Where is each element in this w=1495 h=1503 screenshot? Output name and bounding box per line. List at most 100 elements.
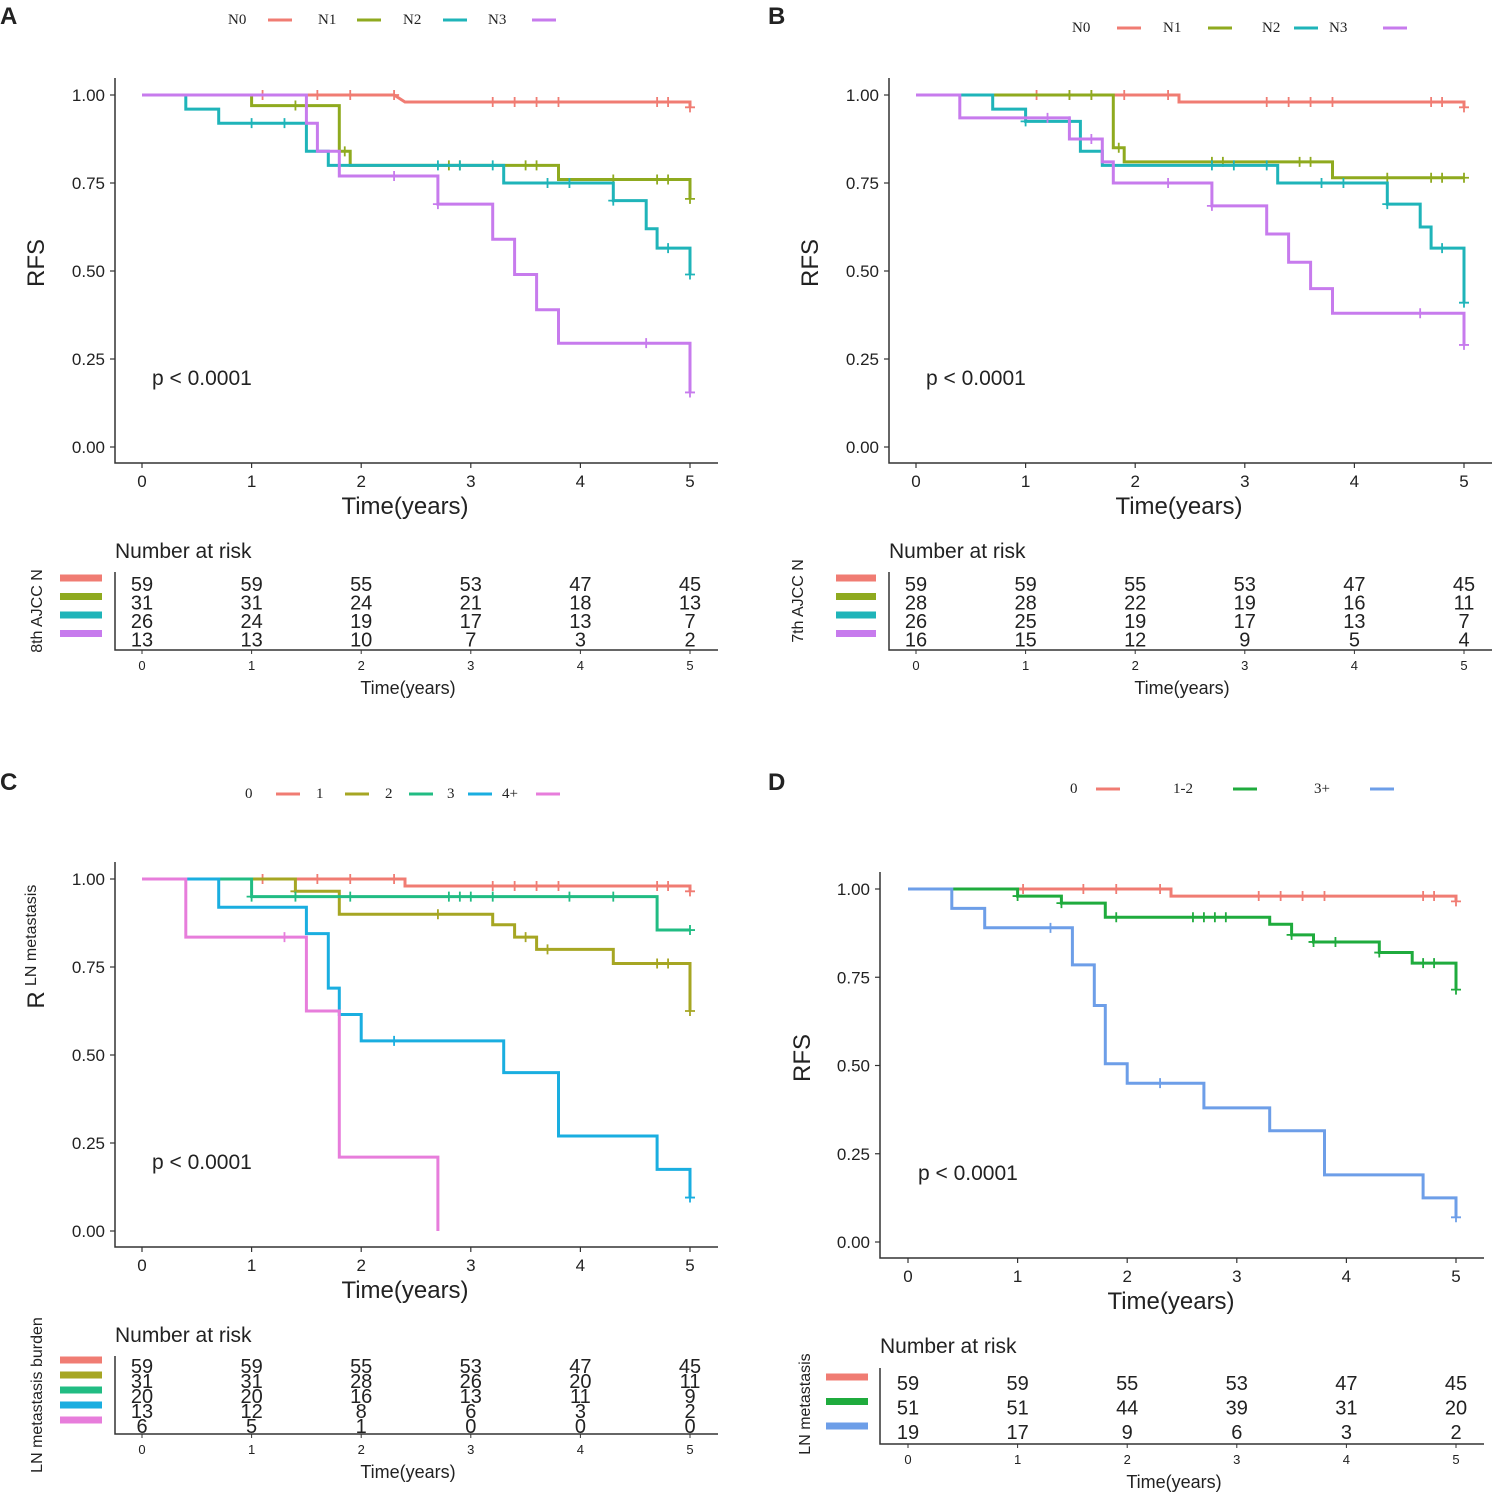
censor-mark: [1429, 891, 1440, 902]
risk-count: 17: [1234, 611, 1256, 633]
legend-label: 1-2: [1173, 781, 1193, 797]
censor-mark: [1086, 134, 1097, 144]
y-axis-title-superscript: LN metastasis: [23, 885, 40, 986]
km-curve-0: [142, 877, 692, 892]
censor-mark: [1111, 912, 1122, 923]
risk-count: 47: [1335, 1373, 1357, 1395]
censor-mark: [345, 891, 356, 902]
censor-mark: [608, 195, 619, 206]
censor-mark: [1163, 178, 1174, 188]
x-tick-label: 3: [1240, 472, 1249, 491]
y-tick-label: 0.50: [846, 262, 879, 281]
risk-count: 18: [569, 593, 591, 615]
x-tick-label: 4: [1342, 1267, 1351, 1286]
risk-count: 11: [570, 1386, 591, 1408]
censor-mark: [1316, 178, 1327, 188]
censor-mark: [487, 891, 498, 902]
risk-x-tick-label: 5: [686, 658, 693, 673]
panel-label: C: [0, 769, 17, 796]
legend-label: 4+: [502, 786, 518, 802]
risk-count: 17: [1006, 1422, 1028, 1444]
risk-count: 45: [1453, 574, 1475, 596]
y-axis-title: RFS: [797, 239, 824, 287]
km-curve-3plus: [908, 887, 1458, 1218]
risk-count: 31: [240, 1371, 262, 1393]
axes: [879, 872, 1484, 1259]
x-tick-label: 1: [1021, 472, 1030, 491]
censor-mark: [1437, 97, 1448, 108]
risk-x-tick-label: 2: [358, 1442, 365, 1457]
km-curve-N2: [916, 93, 1466, 303]
panel-c: C 0 1 2 3 4+0.000.250.500.751.000 1 2 3 4 5Time(ye…: [0, 769, 718, 1482]
censor-mark: [1382, 172, 1393, 183]
y-tick-label: 0.00: [72, 1222, 105, 1241]
risk-x-tick-label: 4: [1351, 658, 1358, 673]
risk-count: 5: [1349, 630, 1360, 652]
y-tick-label: 1.00: [846, 86, 879, 105]
censor-mark: [685, 886, 695, 897]
risk-count: 22: [1124, 593, 1146, 615]
risk-count: 59: [1006, 1373, 1028, 1395]
axes: [888, 78, 1492, 464]
risk-x-tick-label: 5: [686, 1442, 693, 1457]
censor-mark: [443, 891, 454, 902]
y-axis-title: R: [23, 991, 50, 1008]
censor-mark: [652, 97, 663, 108]
risk-count: 53: [460, 574, 482, 596]
risk-count: 2: [684, 1401, 695, 1423]
censor-mark: [1305, 97, 1316, 108]
risk-table-title: Number at risk: [115, 1324, 252, 1347]
risk-x-tick-label: 5: [1460, 658, 1467, 673]
censor-mark: [1042, 112, 1053, 123]
censor-mark: [652, 958, 663, 969]
km-curve-N2: [142, 93, 692, 275]
x-tick-label: 4: [576, 472, 585, 491]
censor-mark: [1119, 90, 1130, 100]
x-axis-title: Time(years): [341, 1277, 468, 1304]
censor-mark: [465, 891, 476, 902]
censor-mark: [1305, 156, 1316, 167]
censor-mark: [1338, 178, 1349, 188]
legend-label: 1: [316, 786, 324, 802]
risk-x-tick-label: 5: [1452, 1452, 1459, 1467]
risk-x-tick-label: 4: [577, 658, 584, 673]
risk-count: 13: [131, 630, 153, 652]
censor-mark: [663, 97, 674, 108]
risk-x-tick-label: 1: [248, 658, 255, 673]
risk-count: 28: [1014, 593, 1036, 615]
risk-count: 13: [1343, 611, 1365, 633]
risk-y-axis-title: 8th AJCC N: [29, 569, 46, 653]
censor-mark: [1078, 884, 1089, 894]
risk-count: 59: [240, 574, 262, 596]
censor-mark: [1111, 884, 1122, 894]
risk-x-axis-title: Time(years): [1134, 678, 1229, 698]
risk-count: 47: [1343, 574, 1365, 596]
censor-mark: [1459, 172, 1469, 183]
censor-mark: [454, 891, 465, 902]
censor-mark: [432, 909, 443, 920]
y-tick-label: 0.75: [72, 174, 105, 193]
risk-count: 26: [460, 1371, 482, 1393]
censor-mark: [1374, 947, 1385, 958]
risk-count: 31: [240, 593, 262, 615]
y-tick-label: 0.00: [72, 438, 105, 457]
risk-count: 0: [684, 1416, 695, 1438]
censor-mark: [1308, 936, 1319, 947]
risk-x-tick-label: 2: [358, 658, 365, 673]
km-curve-1: [142, 877, 692, 1011]
risk-count: 10: [350, 630, 372, 652]
km-curve-N1: [916, 93, 1464, 180]
km-curve-N3: [916, 93, 1466, 345]
risk-x-tick-label: 0: [138, 1442, 145, 1457]
y-tick-label: 0.75: [846, 174, 879, 193]
risk-count: 28: [350, 1371, 372, 1393]
censor-mark: [542, 178, 553, 188]
risk-count: 15: [1014, 630, 1036, 652]
y-tick-label: 0.75: [72, 958, 105, 977]
risk-x-axis-title: Time(years): [1126, 1472, 1221, 1492]
risk-count: 24: [350, 593, 372, 615]
km-curve-N1: [142, 93, 692, 199]
censor-mark: [1012, 891, 1023, 902]
risk-count: 19: [1124, 611, 1146, 633]
risk-table-title: Number at risk: [115, 540, 252, 563]
